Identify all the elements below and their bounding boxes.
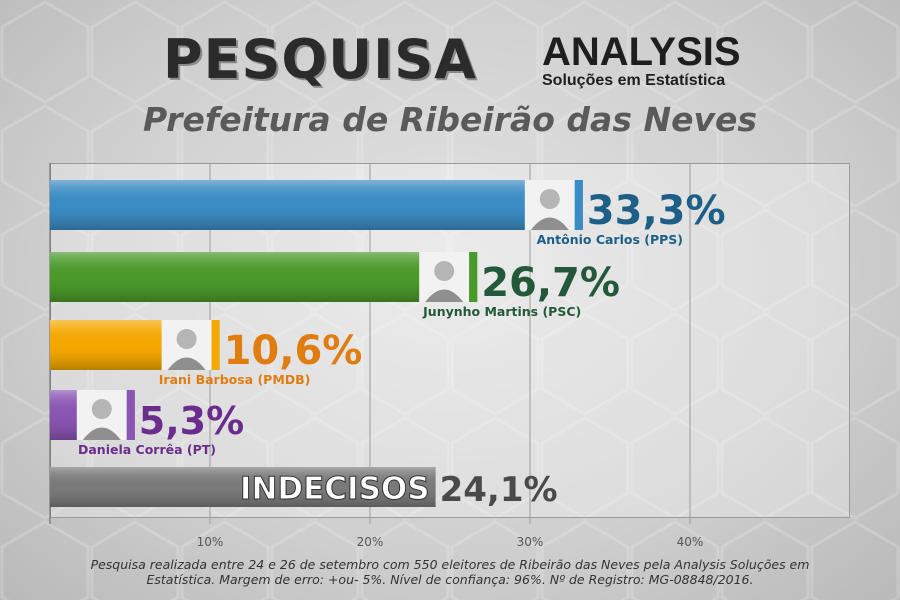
person-body-icon	[82, 427, 121, 440]
person-head-icon	[434, 261, 455, 281]
person-body-icon	[425, 289, 464, 302]
value-label: 24,1%	[440, 470, 558, 510]
value-label: 5,3%	[139, 399, 244, 443]
candidate-name: Antônio Carlos (PPS)	[537, 232, 683, 247]
x-tick-label: 30%	[517, 535, 544, 549]
bar-shine	[50, 180, 583, 230]
bar-cap	[211, 320, 220, 370]
x-tick-label: 20%	[357, 535, 384, 549]
bar-cap	[469, 252, 478, 302]
page-title: PESQUISA	[163, 28, 477, 91]
undecided-label: INDECISOS	[240, 471, 430, 507]
candidate-name: Junynho Martins (PSC)	[422, 304, 581, 319]
candidate-name: Daniela Corrêa (PT)	[78, 442, 216, 457]
chart-subtitle: Prefeitura de Ribeirão das Neves	[143, 100, 757, 139]
person-body-icon	[167, 357, 206, 370]
person-head-icon	[91, 399, 112, 419]
x-tick-label: 40%	[677, 535, 704, 549]
bar-cap	[126, 390, 135, 440]
brand-tagline: Soluções em Estatística	[542, 72, 726, 89]
x-tick-label: 10%	[197, 535, 224, 549]
footnote: Pesquisa realizada entre 24 e 26 de sete…	[90, 557, 810, 587]
person-head-icon	[176, 329, 197, 349]
person-body-icon	[530, 217, 569, 230]
value-label: 33,3%	[587, 188, 726, 234]
candidate-name: Irani Barbosa (PMDB)	[159, 372, 311, 387]
value-label: 26,7%	[481, 260, 620, 306]
value-label: 10,6%	[224, 328, 363, 374]
brand-name: ANALYSIS	[542, 30, 741, 74]
bar-cap	[574, 180, 583, 230]
bar-shine	[50, 252, 478, 302]
person-head-icon	[539, 189, 560, 209]
bar-shine	[50, 467, 436, 507]
